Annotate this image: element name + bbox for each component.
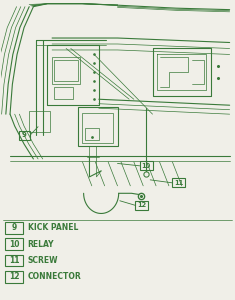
Text: 11: 11 [9,256,20,265]
Text: 10: 10 [9,240,20,249]
Bar [82,113,113,142]
Text: 12: 12 [9,272,20,281]
Text: KICK PANEL: KICK PANEL [27,223,78,232]
Text: 12: 12 [137,202,146,208]
Bar [140,161,153,170]
Bar [19,131,30,140]
Bar [135,201,148,210]
Bar [5,271,23,283]
Bar [55,60,78,81]
Bar [5,255,23,266]
Text: RELAY: RELAY [27,240,54,249]
Text: 9: 9 [12,223,17,232]
Bar [29,111,50,132]
Text: CONNECTOR: CONNECTOR [27,272,81,281]
Text: SCREW: SCREW [27,256,58,265]
Text: 9: 9 [22,132,27,138]
Bar [55,87,73,99]
Bar [85,128,99,140]
Bar [5,238,23,250]
Bar [52,57,80,84]
Text: 10: 10 [141,163,151,169]
Bar [78,107,118,146]
Text: 11: 11 [174,180,184,186]
Bar [172,178,185,187]
Bar [5,222,23,234]
